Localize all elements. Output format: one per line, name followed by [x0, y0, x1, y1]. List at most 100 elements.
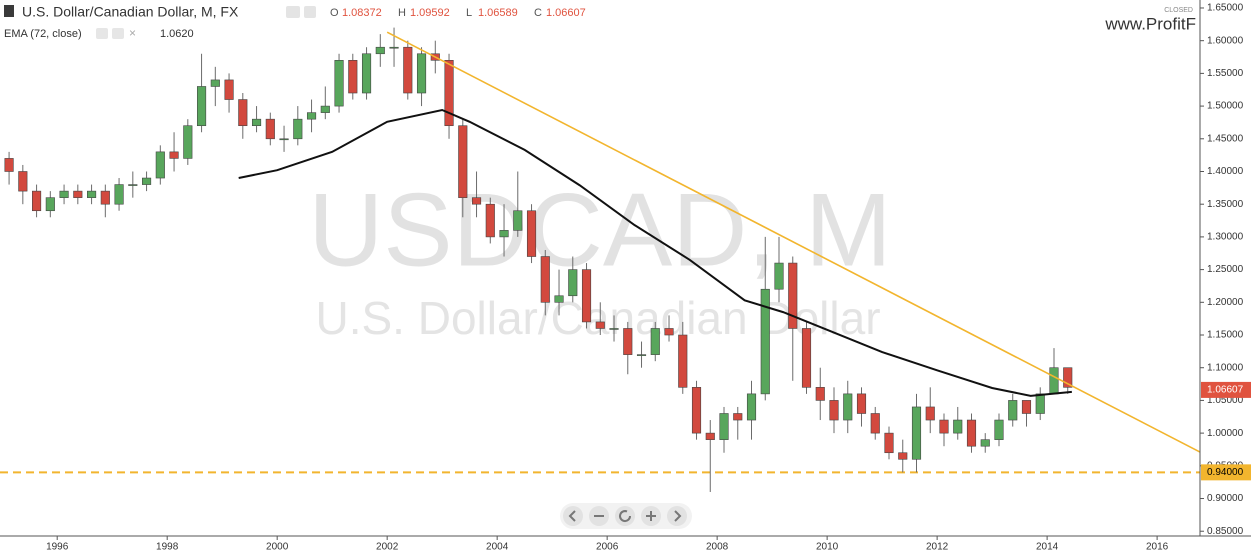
candle-body	[815, 387, 825, 401]
watermark-subtitle: U.S. Dollar/Canadian Dollar	[315, 292, 880, 344]
candle-body	[774, 262, 784, 290]
last-price-box	[1201, 381, 1251, 398]
candle-body	[224, 79, 234, 100]
icon	[619, 510, 632, 523]
y-tick-label: 1.55000	[1207, 68, 1244, 79]
candle-body	[45, 197, 55, 212]
candle-body	[911, 406, 922, 460]
icon	[568, 510, 576, 522]
candle-body	[526, 210, 537, 257]
settings-button[interactable]	[304, 6, 316, 18]
y-tick-label: 1.30000	[1207, 232, 1244, 243]
candle-body	[843, 393, 853, 421]
candle-body	[142, 177, 152, 185]
x-tick-label: 2008	[706, 542, 729, 553]
x-tick-label: 2012	[926, 542, 949, 553]
candle-body	[444, 60, 454, 127]
watermark: USDCAD, M	[308, 172, 892, 288]
candle-body	[210, 79, 220, 87]
candle-body	[128, 184, 138, 186]
candle-body	[1021, 400, 1032, 414]
ema-line	[238, 108, 1072, 397]
y-tick-label: 1.00000	[1207, 428, 1244, 439]
candle-body	[485, 203, 495, 238]
candle-body	[554, 295, 564, 303]
scroll-right-button[interactable]	[667, 506, 687, 526]
y-tick-label: 1.50000	[1207, 101, 1244, 112]
candle-body	[953, 419, 963, 434]
candle-body	[705, 432, 715, 440]
ema-close-button[interactable]: ×	[129, 26, 136, 40]
x-tick-label: 1998	[156, 542, 179, 553]
y-tick-label: 0.85000	[1207, 526, 1244, 537]
candle-body	[196, 86, 207, 127]
navigation	[560, 503, 692, 529]
candle-body	[155, 151, 165, 179]
y-tick-label: 1.15000	[1207, 330, 1244, 341]
y-tick-label: 1.60000	[1207, 35, 1244, 46]
candle-body	[760, 288, 770, 395]
level-box	[1201, 464, 1251, 481]
candle-body	[1049, 367, 1059, 395]
candle-body	[939, 419, 949, 434]
candle-body	[1008, 400, 1018, 421]
eye-button[interactable]	[286, 6, 300, 18]
icon	[646, 511, 656, 521]
scroll-left-button[interactable]	[563, 506, 583, 526]
candle-body	[4, 158, 14, 172]
ema-settings-button[interactable]	[112, 28, 124, 39]
icon	[674, 510, 682, 522]
candle-body	[361, 53, 372, 94]
ohlc-key: L	[466, 7, 472, 19]
x-tick-label: 2006	[596, 542, 619, 553]
candle-body	[595, 321, 605, 329]
candle-body	[306, 112, 317, 120]
candle-body	[458, 125, 468, 198]
y-tick-label: 1.35000	[1207, 199, 1244, 210]
candle-body	[691, 387, 702, 434]
ema-eye-button[interactable]	[96, 28, 108, 39]
y-tick-label: 1.65000	[1207, 3, 1244, 14]
y-tick-label: 1.25000	[1207, 264, 1244, 275]
level-label: 0.94000	[1207, 467, 1244, 478]
candle-body	[980, 439, 990, 447]
candle-body	[471, 197, 482, 205]
candle-body	[829, 400, 839, 421]
symbol-title: U.S. Dollar/Canadian Dollar, M, FX	[22, 4, 239, 20]
candle-body	[73, 190, 83, 198]
candle-body	[1063, 367, 1073, 388]
y-tick-label: 0.90000	[1207, 493, 1244, 504]
candle-body	[265, 118, 275, 140]
candle-body	[18, 171, 28, 192]
candle-body	[898, 452, 908, 460]
candle-body	[664, 328, 674, 336]
candle-body	[293, 118, 303, 140]
candle-body	[87, 190, 97, 198]
candle-body	[650, 328, 660, 355]
y-tick-label: 1.40000	[1207, 166, 1244, 177]
candle-body	[801, 328, 812, 388]
candle-body	[513, 210, 523, 231]
candle-body	[114, 184, 124, 205]
reset-button[interactable]	[615, 506, 635, 526]
ohlc-value: 1.06589	[478, 7, 518, 19]
ema-value: 1.0620	[160, 28, 194, 40]
candle-body	[609, 328, 619, 330]
candle-body	[499, 230, 509, 238]
candle-body	[1035, 393, 1045, 414]
candle-body	[416, 53, 427, 94]
ohlc-value: 1.06607	[546, 7, 586, 19]
candle-body	[870, 413, 880, 434]
candle-body	[403, 46, 413, 94]
candle-body	[238, 99, 248, 127]
candle-body	[183, 125, 193, 159]
market-status: CLOSED	[1164, 7, 1193, 14]
candle-body	[678, 334, 688, 388]
candle-body	[733, 413, 743, 421]
x-tick-label: 2014	[1036, 542, 1059, 553]
candle-body	[636, 354, 647, 356]
candle-body	[540, 256, 550, 303]
